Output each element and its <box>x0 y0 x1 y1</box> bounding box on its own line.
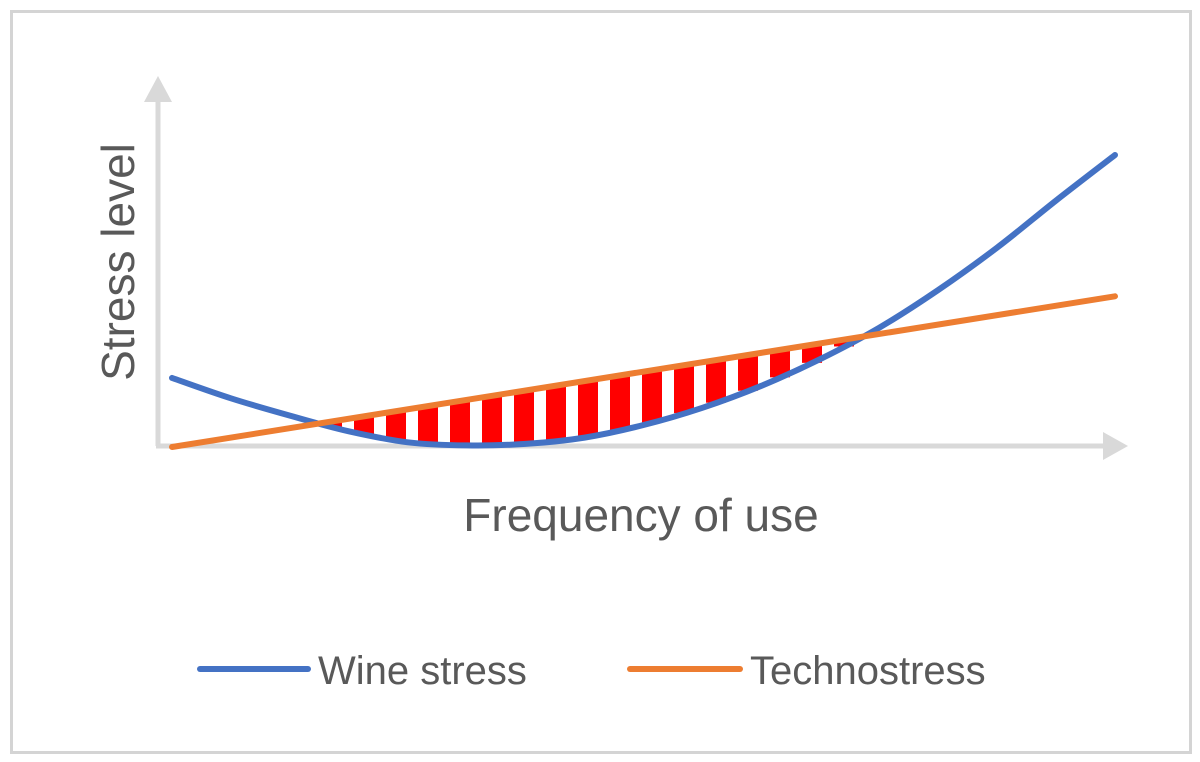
shaded-stripe <box>482 395 502 445</box>
shaded-stripe <box>546 385 566 441</box>
shaded-stripe <box>354 416 374 435</box>
legend: Wine stress Technostress <box>197 649 986 693</box>
x-axis-label: Frequency of use <box>463 489 818 541</box>
shaded-stripe <box>514 390 534 444</box>
shaded-stripe <box>418 406 438 444</box>
shaded-stripe <box>642 370 662 423</box>
shaded-stripe <box>770 349 790 378</box>
shaded-stripe <box>450 400 470 446</box>
legend-label-technostress: Technostress <box>750 649 986 693</box>
shaded-stripe <box>610 375 630 431</box>
shaded-stripe <box>578 380 598 437</box>
y-axis-arrowhead <box>144 76 172 102</box>
shaded-stripe <box>386 411 406 441</box>
shaded-stripe <box>834 339 854 347</box>
y-axis-label: Stress level <box>92 143 144 381</box>
series-line-technostress <box>169 293 1118 450</box>
shaded-stripe <box>738 354 758 391</box>
legend-label-wine-stress: Wine stress <box>318 649 527 693</box>
axes <box>144 76 1128 460</box>
shaded-stripe <box>674 365 694 414</box>
chart-frame <box>10 10 1192 754</box>
shaded-difference-region <box>322 339 854 446</box>
series-lines <box>169 152 1118 450</box>
series-line-wine-stress <box>169 152 1118 449</box>
shaded-stripe <box>706 360 726 403</box>
x-axis-arrowhead <box>1103 432 1128 460</box>
